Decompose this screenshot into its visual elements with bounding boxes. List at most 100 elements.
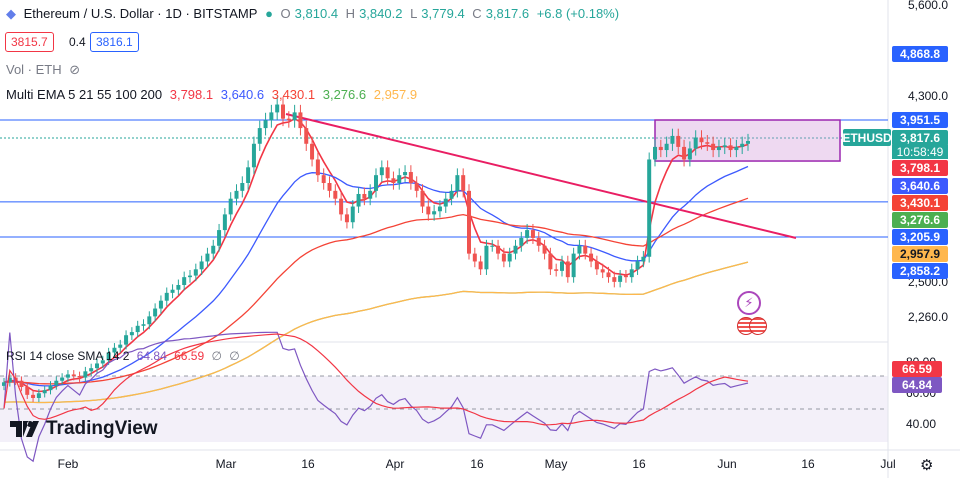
price-label-text: 2,858.2 [900, 264, 940, 278]
high-value: 3,840.2 [359, 6, 403, 21]
candle-body [472, 253, 477, 262]
candle-body [281, 104, 285, 119]
price-label-text: 2,957.9 [900, 247, 940, 261]
candle-body [19, 380, 24, 388]
ema-legend: Multi EMA 5 21 55 100 200 3,798.1 3,640.… [6, 87, 421, 102]
candle-body [664, 143, 669, 151]
candle-body [560, 261, 564, 271]
candle-body [339, 198, 344, 215]
candle-body [315, 159, 320, 176]
rsi-legend: RSI 14 close SMA 14 2 64.84 66.59 ∅ ∅ [6, 349, 244, 363]
candle-body [275, 104, 280, 113]
candle-body [217, 230, 222, 246]
ema5-value: 3,798.1 [169, 87, 214, 102]
candle-body [716, 146, 721, 151]
candle-body [135, 325, 140, 333]
candle-body [432, 211, 437, 215]
price-label-box [892, 229, 948, 245]
settings-gear-icon[interactable]: ⚙ [920, 457, 934, 474]
candle-body [356, 193, 361, 207]
trendline [285, 113, 797, 239]
spread-value: 0.4 [69, 35, 86, 49]
candle-body [623, 275, 628, 278]
price-label-text: 3,205.9 [900, 230, 940, 244]
volume-legend: Vol · ETH ⊘ [6, 62, 84, 78]
candle-body [199, 261, 204, 270]
candle-body [170, 289, 175, 293]
x-tick-label: Jul [880, 457, 895, 471]
tradingview-logo: TradingView [10, 418, 158, 440]
price-label-box [892, 112, 948, 128]
buy-price-button[interactable]: 3816.1 [90, 32, 139, 52]
candle-body [36, 393, 41, 398]
candle-body [542, 245, 547, 254]
candle-body [42, 390, 47, 394]
candle-body [176, 285, 181, 290]
x-tick-label: Mar [216, 457, 237, 471]
candle-body [635, 261, 640, 270]
candle-body [420, 190, 425, 207]
symbol-legend: ◆ Ethereum / U.S. Dollar · 1D · BITSTAMP… [6, 6, 620, 21]
candle-body [408, 172, 413, 184]
candle-body [391, 178, 396, 184]
candle-body [251, 143, 256, 168]
price-tick-label: 2,260.0 [908, 310, 948, 324]
economic-events-icon[interactable] [737, 317, 767, 335]
candle-body [687, 148, 692, 160]
ema21-value: 3,640.6 [220, 87, 265, 102]
volume-label: Vol · ETH [6, 62, 62, 77]
candle-body [589, 253, 594, 262]
candle-body [682, 146, 687, 160]
ema200-line [3, 261, 749, 404]
eth-icon: ◆ [6, 6, 16, 21]
candle-body [484, 245, 489, 270]
price-label-box [892, 46, 948, 62]
candle-body [83, 371, 88, 378]
candle-body [211, 245, 216, 254]
candle-body [490, 245, 495, 247]
candle-body [548, 253, 553, 270]
candle-body [746, 141, 750, 144]
candle-body [426, 206, 431, 215]
tradingview-icon [10, 421, 39, 437]
sell-price-button[interactable]: 3815.7 [5, 32, 54, 52]
candle-body [286, 118, 291, 121]
price-label-text: 4,868.8 [900, 47, 940, 61]
rsi-value: 64.84 [136, 349, 167, 363]
candle-body [722, 145, 727, 147]
candle-body [554, 269, 559, 271]
candle-body [48, 385, 53, 391]
candle-body [77, 376, 82, 378]
flash-icon[interactable]: ⚡ [737, 291, 761, 315]
candle-body [618, 275, 623, 282]
candle-body [525, 230, 530, 238]
candle-body [350, 206, 355, 223]
candle-body [496, 245, 501, 254]
price-label-box [892, 195, 948, 211]
open-value: 3,810.4 [294, 6, 339, 21]
rsi-ma-value: 66.59 [174, 349, 205, 363]
candle-body [641, 256, 646, 262]
eye-hidden-icon[interactable]: ⊘ [69, 62, 81, 77]
price-label-text: 3,817.6 [900, 131, 940, 145]
candle-body [530, 230, 535, 238]
candle-body [158, 300, 163, 309]
price-label-text: 3,951.5 [900, 113, 940, 127]
candle-body [379, 167, 384, 176]
candle-body [129, 332, 134, 336]
candle-body [385, 167, 390, 179]
candle-body [31, 394, 36, 398]
candle-body [449, 190, 454, 199]
candle-body [263, 120, 268, 129]
price-label-box [892, 263, 948, 279]
candle-body [565, 261, 570, 278]
candle-body [728, 145, 733, 151]
candle-body [478, 261, 483, 270]
rsi-empty-1: ∅ [211, 349, 222, 363]
rsi-label-box [892, 361, 942, 377]
symbol-tag-text: ETHUSD [842, 131, 892, 145]
countdown-box [892, 145, 948, 159]
candle-body [106, 352, 111, 361]
